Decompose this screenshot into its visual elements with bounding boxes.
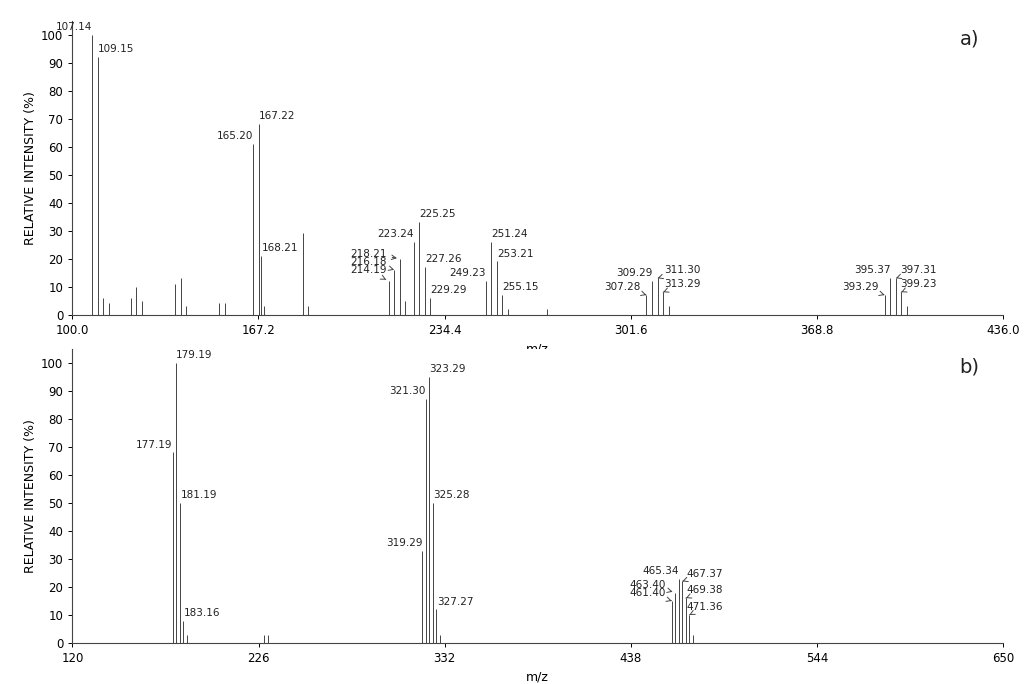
- Text: 471.36: 471.36: [686, 602, 723, 615]
- Text: 307.28: 307.28: [604, 282, 646, 295]
- Text: 321.30: 321.30: [390, 386, 426, 397]
- Text: 179.19: 179.19: [177, 350, 213, 360]
- Text: 167.22: 167.22: [258, 111, 295, 121]
- Text: 393.29: 393.29: [842, 282, 884, 295]
- Text: 168.21: 168.21: [262, 243, 299, 253]
- Text: 325.28: 325.28: [433, 490, 469, 500]
- Text: 399.23: 399.23: [901, 280, 937, 292]
- Text: 165.20: 165.20: [216, 131, 253, 141]
- Text: 251.24: 251.24: [491, 229, 527, 239]
- Text: a): a): [961, 29, 980, 49]
- Text: 253.21: 253.21: [497, 248, 534, 259]
- X-axis label: m/z: m/z: [526, 670, 549, 683]
- Text: 177.19: 177.19: [136, 440, 173, 449]
- Text: 327.27: 327.27: [436, 596, 474, 607]
- Text: 323.29: 323.29: [429, 364, 466, 374]
- Text: 229.29: 229.29: [430, 285, 467, 295]
- Text: 319.29: 319.29: [386, 538, 422, 548]
- Text: 249.23: 249.23: [449, 268, 486, 278]
- Text: 467.37: 467.37: [683, 568, 723, 581]
- Text: 183.16: 183.16: [184, 608, 220, 618]
- Text: 181.19: 181.19: [180, 490, 217, 500]
- Text: 227.26: 227.26: [426, 254, 462, 264]
- Text: 465.34: 465.34: [642, 566, 678, 576]
- Text: 309.29: 309.29: [615, 268, 652, 278]
- Text: b): b): [960, 358, 980, 377]
- Text: 395.37: 395.37: [854, 265, 890, 276]
- Text: 313.29: 313.29: [663, 280, 700, 292]
- Text: 218.21: 218.21: [351, 248, 396, 259]
- Text: 255.15: 255.15: [503, 282, 539, 292]
- Text: 463.40: 463.40: [630, 580, 672, 592]
- Y-axis label: RELATIVE INTENSITY (%): RELATIVE INTENSITY (%): [24, 91, 37, 244]
- Text: 461.40: 461.40: [630, 588, 671, 601]
- Text: 225.25: 225.25: [419, 209, 456, 220]
- Text: 223.24: 223.24: [377, 229, 414, 239]
- Text: 109.15: 109.15: [98, 44, 134, 54]
- Text: 216.18: 216.18: [351, 257, 393, 270]
- Text: 107.14: 107.14: [56, 22, 92, 31]
- Text: 469.38: 469.38: [686, 586, 723, 598]
- Text: 214.19: 214.19: [351, 265, 387, 280]
- X-axis label: m/z: m/z: [526, 342, 549, 355]
- Text: 311.30: 311.30: [659, 265, 700, 278]
- Text: 397.31: 397.31: [896, 265, 937, 278]
- Y-axis label: RELATIVE INTENSITY (%): RELATIVE INTENSITY (%): [24, 419, 37, 573]
